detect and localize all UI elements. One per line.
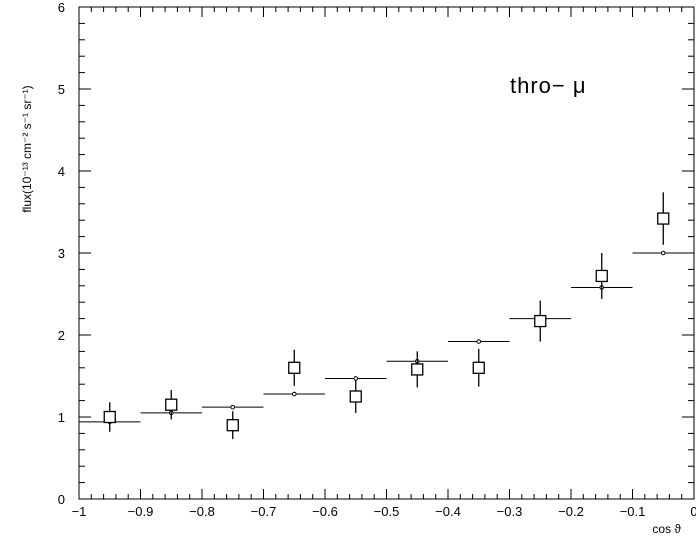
axis-ticks bbox=[78, 6, 695, 500]
data-point bbox=[411, 363, 424, 376]
x-tick-label: −1 bbox=[72, 504, 87, 519]
data-point bbox=[534, 314, 547, 328]
series-data bbox=[103, 192, 670, 440]
x-tick-label: −0.3 bbox=[497, 504, 523, 519]
model-point bbox=[660, 250, 666, 256]
y-tick-label: 3 bbox=[58, 246, 65, 261]
y-tick-label: 6 bbox=[58, 0, 65, 15]
x-tick-label: −0.8 bbox=[189, 504, 215, 519]
data-point bbox=[226, 419, 239, 432]
x-tick-label: −0.9 bbox=[128, 504, 154, 519]
data-point bbox=[657, 212, 670, 225]
annotation-label: thro− μ bbox=[510, 73, 587, 98]
data-point bbox=[349, 390, 362, 403]
x-tick-label: −0.5 bbox=[374, 504, 400, 519]
model-point bbox=[230, 404, 236, 410]
x-tick-label: −0.2 bbox=[558, 504, 584, 519]
x-tick-label: −0.4 bbox=[435, 504, 461, 519]
tick-labels: −1 −0.9 −0.8 −0.7 −0.6 −0.5 −0.4 −0.3 −0.2 −0.1 0 0… bbox=[58, 0, 696, 519]
data-point bbox=[472, 361, 485, 374]
y-tick-label: 4 bbox=[58, 164, 65, 179]
y-tick-label: 5 bbox=[58, 82, 65, 97]
x-tick-label: −0.6 bbox=[312, 504, 338, 519]
data-point bbox=[103, 410, 116, 424]
y-tick-label: 2 bbox=[58, 328, 65, 343]
x-tick-label: 0 bbox=[690, 504, 696, 519]
data-point bbox=[595, 269, 608, 283]
y-tick-label: 0 bbox=[58, 492, 65, 507]
x-tick-label: −0.7 bbox=[251, 504, 277, 519]
y-axis-label: flux(10⁻¹³ cm⁻² s⁻¹ sr⁻¹) bbox=[20, 85, 34, 212]
y-tick-label: 1 bbox=[58, 410, 65, 425]
x-axis-label: cos ϑ bbox=[652, 522, 681, 536]
data-point bbox=[288, 361, 301, 374]
x-tick-label: −0.1 bbox=[620, 504, 646, 519]
model-point bbox=[291, 391, 297, 397]
model-point bbox=[353, 376, 359, 381]
model-point bbox=[476, 339, 482, 344]
data-point bbox=[165, 398, 178, 411]
